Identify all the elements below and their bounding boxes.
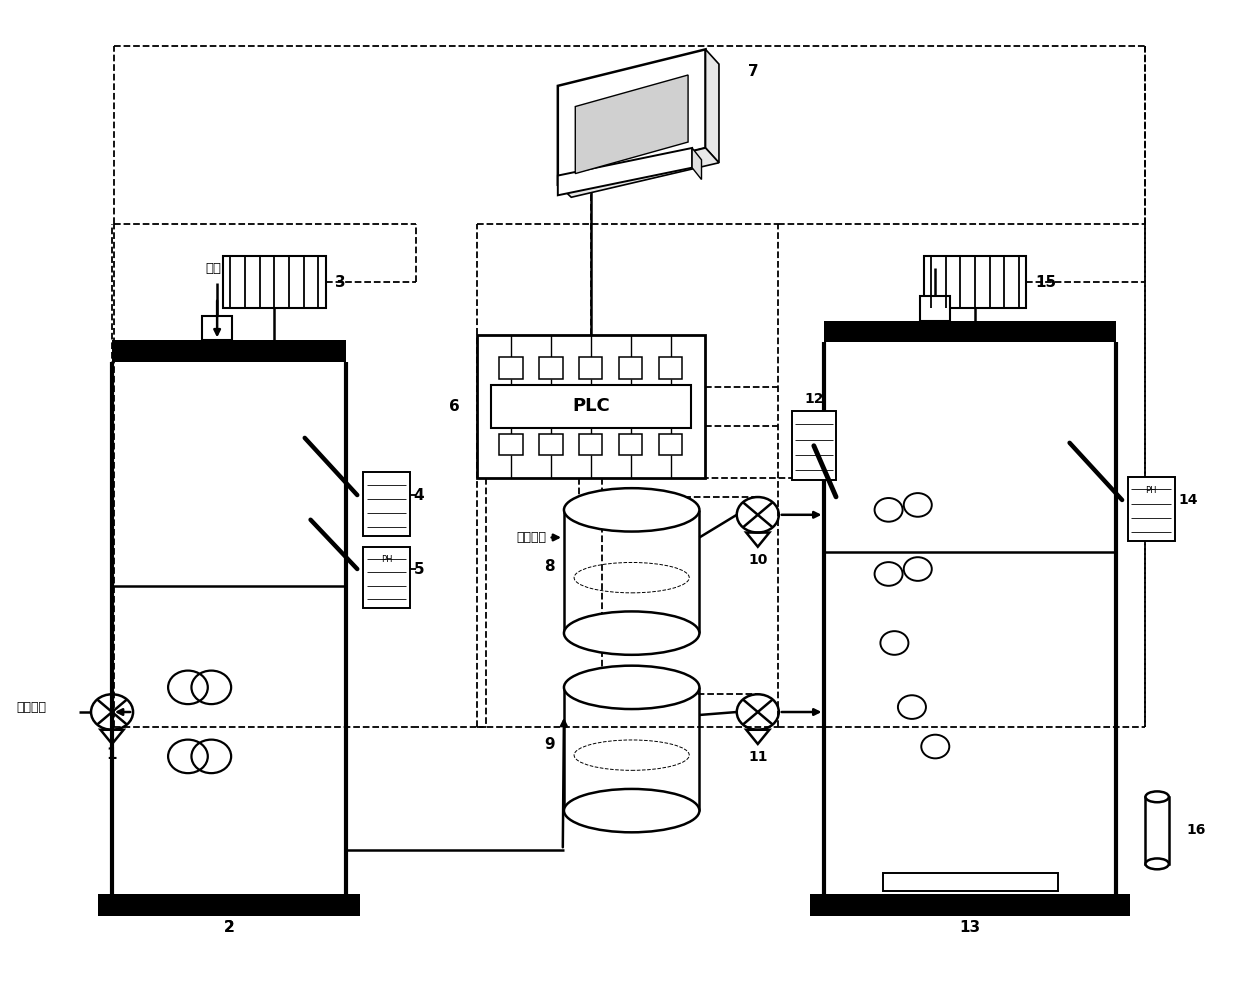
Bar [223,256,326,308]
Ellipse shape [564,488,699,532]
Bar [1128,477,1174,541]
Bar [810,894,1131,916]
Bar [477,335,704,478]
Bar [619,434,642,455]
Ellipse shape [564,611,699,655]
Ellipse shape [564,789,699,832]
Text: 8: 8 [544,559,554,574]
Ellipse shape [1146,791,1169,802]
Bar [202,316,232,340]
Text: 10: 10 [748,553,768,567]
Bar [539,434,563,455]
Text: 生活污水: 生活污水 [516,531,547,544]
Text: 14: 14 [1178,493,1198,507]
Text: 2: 2 [223,920,234,935]
Text: 12: 12 [804,392,823,406]
Polygon shape [558,148,692,195]
Bar [619,357,642,379]
Text: PLC: PLC [572,397,610,415]
Bar [920,296,951,321]
Ellipse shape [564,666,699,709]
Polygon shape [692,148,702,180]
Bar [883,873,1058,891]
Text: 7: 7 [749,64,759,79]
Text: 16: 16 [1187,823,1205,837]
Polygon shape [558,49,706,184]
Text: 13: 13 [960,920,981,935]
Bar [363,547,409,608]
Text: 6: 6 [449,399,460,414]
Text: 2: 2 [223,920,234,935]
Polygon shape [706,49,719,163]
Bar [658,434,682,455]
Text: 3: 3 [335,275,346,290]
Bar [1146,797,1169,864]
Text: PH: PH [381,555,392,564]
Text: 1: 1 [107,747,118,762]
Bar [500,434,522,455]
Bar [491,385,691,428]
Bar [658,357,682,379]
Bar [500,357,522,379]
Bar [539,357,563,379]
Text: PH: PH [1146,486,1157,495]
Polygon shape [575,75,688,174]
Text: 加碱: 加碱 [206,262,222,275]
Text: 15: 15 [1035,275,1056,290]
Text: 5: 5 [413,562,424,577]
Bar [98,894,360,916]
Text: 4: 4 [413,488,424,503]
Bar [579,357,603,379]
Polygon shape [558,148,719,197]
Bar [825,321,1116,342]
Bar [791,411,836,480]
Ellipse shape [1146,858,1169,869]
Text: 9: 9 [544,737,554,752]
Text: 剩余污泥: 剩余污泥 [16,701,46,714]
Text: 11: 11 [748,750,768,764]
Bar [579,434,603,455]
Bar [112,340,346,362]
Bar [924,256,1027,308]
Bar [363,472,409,536]
